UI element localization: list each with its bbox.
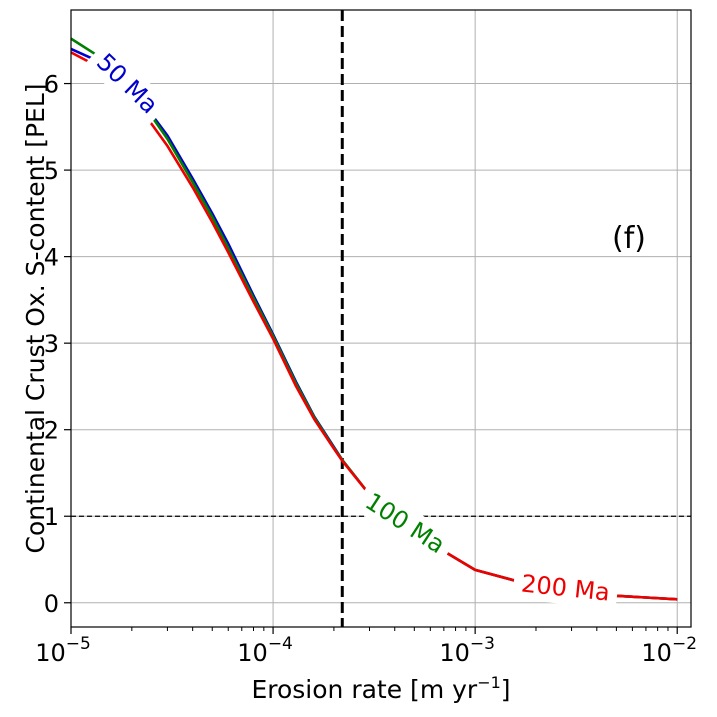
x-axis-title-close: ] xyxy=(501,675,511,704)
x-axis-title-exponent: −1 xyxy=(477,673,501,692)
reference-lines xyxy=(71,10,691,627)
series-label-background xyxy=(84,41,171,127)
y-tick-label: 3 xyxy=(44,330,59,358)
series-label-background xyxy=(512,566,619,610)
x-tick-label: 10−4 xyxy=(237,634,293,667)
x-tick-label-exponent: −4 xyxy=(268,634,293,654)
y-tick-label: 0 xyxy=(44,590,59,618)
x-tick-label: 10−5 xyxy=(35,634,91,667)
y-tick-label: 2 xyxy=(44,417,59,445)
x-axis-title: Erosion rate [m yr−1] xyxy=(251,673,510,704)
x-tick-label-base: 10 xyxy=(35,639,66,667)
y-tick-label: 5 xyxy=(44,157,59,185)
panel-label: (f) xyxy=(612,221,646,256)
y-tick-label: 1 xyxy=(44,503,59,531)
x-tick-label-base: 10 xyxy=(237,639,268,667)
y-tick-label: 4 xyxy=(44,244,59,272)
x-tick-label-exponent: −3 xyxy=(470,634,495,654)
y-axis-title: Continental Crust Ox. S-content [PEL] xyxy=(21,83,50,553)
x-tick-label-base: 10 xyxy=(641,639,672,667)
series-label-background xyxy=(352,481,458,565)
x-axis-title-text: Erosion rate [m yr xyxy=(251,675,477,704)
series-label-200-ma: 200 Ma xyxy=(512,566,619,610)
plot-frame xyxy=(70,9,692,628)
x-tick-label-base: 10 xyxy=(439,639,470,667)
x-tick-label-exponent: −2 xyxy=(672,634,697,654)
y-tick-label: 6 xyxy=(44,71,59,99)
x-tick-label: 10−2 xyxy=(641,634,697,667)
x-tick-label-exponent: −5 xyxy=(66,634,91,654)
x-tick-label: 10−3 xyxy=(439,634,495,667)
